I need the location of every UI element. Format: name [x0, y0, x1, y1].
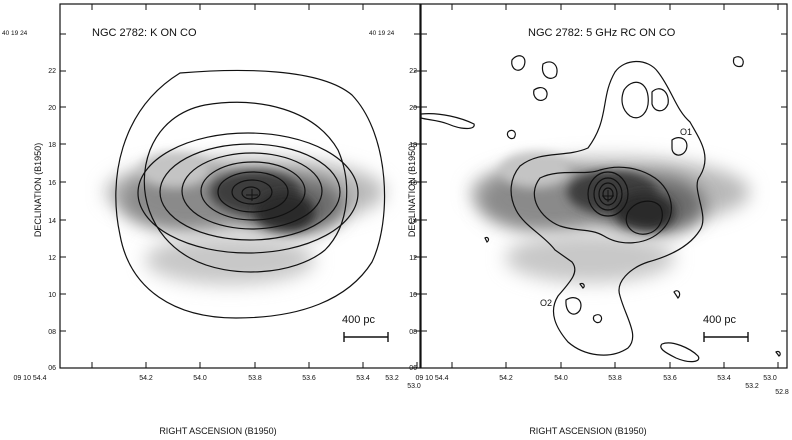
- right-contour-blob-i: [673, 290, 681, 299]
- right-y-tick-14: 14: [409, 218, 417, 225]
- right-contour-blob-j: [660, 342, 700, 363]
- left-contour-3: [137, 132, 359, 254]
- right-x-tick-532: 53.2: [745, 383, 759, 390]
- left-y-tick-12: 12: [48, 255, 56, 262]
- left-center-cross: [246, 189, 258, 201]
- right-panel: NGC 2782: 5 GHz RC ON CO 22 20 18 16 14 …: [407, 3, 789, 436]
- right-contour-blob-c: [533, 86, 548, 102]
- left-scale-bar: 400 pc: [342, 314, 389, 342]
- right-contour-blob-d: [506, 129, 516, 140]
- left-panel: NGC 2782: K ON CO 40 19 24 40 19 24 22 2…: [2, 3, 421, 436]
- left-y-tick-16: 16: [48, 180, 56, 187]
- right-contour-north-1: [621, 81, 649, 119]
- left-contour-9: [241, 186, 261, 200]
- left-frame: [59, 3, 421, 369]
- right-x-tick-538: 53.8: [608, 375, 622, 382]
- right-x-tick-530: 53.0: [763, 375, 777, 382]
- left-y-tick-10: 10: [48, 292, 56, 299]
- right-scale-label: 400 pc: [703, 314, 737, 326]
- left-y-axis-label: DECLINATION (B1950): [33, 143, 43, 237]
- right-contour-north-3: [671, 137, 688, 156]
- right-x-tick-542: 54.2: [499, 375, 513, 382]
- left-x-tick-530: 53.0: [407, 383, 421, 390]
- right-contour-west-arm: [420, 113, 475, 130]
- right-core-3: [598, 182, 618, 206]
- right-y-tick-20: 20: [409, 105, 417, 112]
- left-y-tick-22: 22: [48, 68, 56, 75]
- right-x-tick-labels: 09 10 54.4 54.2 54.0 53.8 53.6 53.4 53.2…: [415, 375, 788, 396]
- left-y-tick-20: 20: [48, 105, 56, 112]
- left-y-tick-18: 18: [48, 142, 56, 149]
- left-k-contours: [115, 69, 386, 319]
- right-frame: [420, 3, 788, 369]
- right-y-tick-08: 08: [409, 329, 417, 336]
- left-y-ticks: [60, 33, 420, 369]
- left-x-axis-label: RIGHT ASCENSION (B1950): [159, 426, 276, 436]
- left-x-tick-532: 53.2: [385, 375, 399, 382]
- right-contour-blob-h: [592, 314, 603, 324]
- right-scale-line: [703, 332, 749, 342]
- right-contour-blob-a: [511, 55, 526, 71]
- right-x-tick-534: 53.4: [717, 375, 731, 382]
- left-panel-title: NGC 2782: K ON CO: [92, 27, 197, 39]
- right-contour-blob-e: [732, 56, 744, 68]
- left-contour-1: [115, 69, 386, 319]
- left-x-tick-536: 53.6: [302, 375, 316, 382]
- right-scale-bar: 400 pc: [703, 314, 749, 342]
- right-contour-blob-b: [541, 61, 558, 79]
- left-y-tick-08: 08: [48, 329, 56, 336]
- right-contour-north-2: [651, 88, 669, 112]
- right-y-tick-10: 10: [409, 292, 417, 299]
- left-x-tick-542: 54.2: [139, 375, 153, 382]
- right-y-tick-labels: 22 20 18 16 14 12 10 08 06: [409, 68, 417, 372]
- left-x-tick-538: 53.8: [248, 375, 262, 382]
- right-x-tick-corner: 09 10 54.4: [415, 375, 448, 382]
- right-y-axis-label: DECLINATION (B1950): [407, 143, 417, 237]
- left-y-tick-14: 14: [48, 218, 56, 225]
- right-rc-contours: [420, 55, 781, 363]
- right-y-ticks: [421, 33, 787, 332]
- right-center-cross: [602, 190, 614, 202]
- left-x-ticks: [91, 4, 418, 368]
- right-y-tick-16: 16: [409, 180, 417, 187]
- left-x-tick-corner: 09 10 54.4: [13, 375, 46, 382]
- right-contour-blob-k: [775, 350, 781, 357]
- right-contour-blob-g: [565, 297, 582, 315]
- right-annotation-o2: O2: [540, 298, 552, 308]
- left-scale-label: 400 pc: [342, 314, 376, 326]
- right-panel-title: NGC 2782: 5 GHz RC ON CO: [528, 27, 676, 39]
- left-x-tick-labels: 09 10 54.4 54.2 54.0 53.8 53.6 53.4 53.2…: [13, 375, 420, 390]
- right-contour-2: [533, 166, 672, 244]
- left-x-tick-534: 53.4: [356, 375, 370, 382]
- left-y-tick-labels: 22 20 18 16 14 12 10 08 06: [48, 68, 56, 372]
- right-contour-blob-f: [484, 236, 490, 243]
- right-x-tick-528: 52.8: [775, 389, 789, 396]
- right-core-1: [587, 171, 629, 217]
- left-scale-line: [343, 332, 389, 342]
- right-annotation-o1: O1: [680, 127, 692, 137]
- right-contour-3: [625, 200, 663, 235]
- left-contour-2: [143, 101, 348, 273]
- left-contour-5: [181, 152, 323, 230]
- right-contour-main: [510, 60, 706, 356]
- right-y-tick-22: 22: [409, 68, 417, 75]
- right-x-tick-536: 53.6: [663, 375, 677, 382]
- right-x-tick-540: 54.0: [554, 375, 568, 382]
- left-contour-6: [200, 161, 306, 221]
- right-y-tick-18: 18: [409, 142, 417, 149]
- left-y-tick-06: 06: [48, 365, 56, 372]
- right-contour-blob-l: [579, 282, 585, 289]
- left-right-axis-dec-label: 40 19 24: [369, 30, 395, 37]
- right-y-tick-12: 12: [409, 255, 417, 262]
- right-core-2: [593, 177, 623, 211]
- right-x-ticks: [451, 4, 779, 368]
- right-y-tick-06: 06: [409, 365, 417, 372]
- left-contour-7: [217, 171, 289, 213]
- left-contour-8: [231, 179, 273, 205]
- left-corner-dec-label: 40 19 24: [2, 30, 28, 37]
- left-contour-4: [159, 143, 341, 241]
- right-x-axis-label: RIGHT ASCENSION (B1950): [529, 426, 646, 436]
- left-x-tick-540: 54.0: [193, 375, 207, 382]
